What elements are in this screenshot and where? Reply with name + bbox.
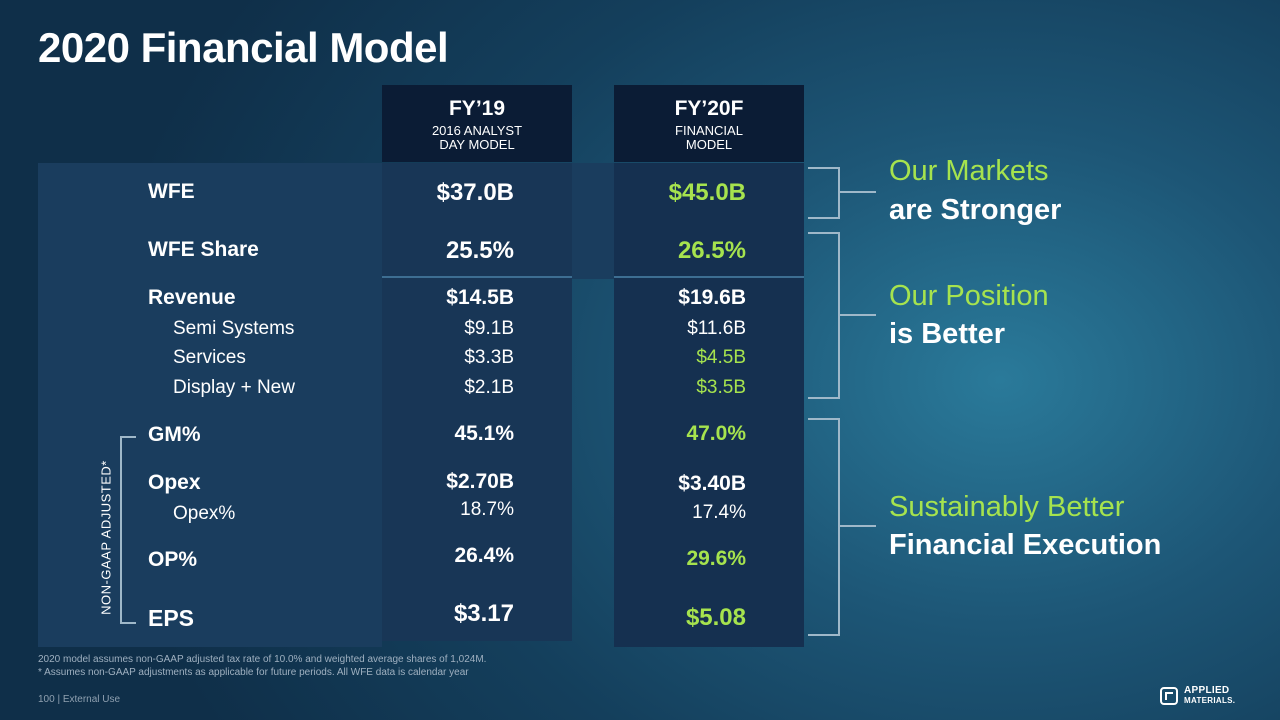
value-fy20f-services: $4.5B bbox=[696, 347, 746, 368]
row-label-eps: EPS bbox=[148, 605, 195, 631]
callout-position-subtitle: is Better bbox=[889, 318, 1006, 350]
callout-position-title: Our Position bbox=[889, 280, 1049, 312]
row-label-semi-systems: Semi Systems bbox=[173, 318, 295, 339]
column-header-title: FY’19 bbox=[448, 97, 506, 120]
logo-text-line-2: MATERIALS. bbox=[1184, 696, 1236, 705]
row-label-wfe-share: WFE Share bbox=[148, 238, 259, 261]
bracket-execution bbox=[808, 418, 840, 636]
table-label-panel bbox=[38, 163, 382, 647]
value-fy20f-wfe-share: 26.5% bbox=[677, 237, 746, 264]
value-fy19-wfe: $37.0B bbox=[436, 179, 514, 206]
column-fy19-panel bbox=[382, 163, 572, 641]
value-fy20f-wfe: $45.0B bbox=[668, 179, 746, 206]
value-fy19-op: 26.4% bbox=[454, 544, 514, 567]
non-gaap-bracket bbox=[120, 436, 136, 624]
non-gaap-label: NON-GAAP ADJUSTED* bbox=[98, 460, 114, 615]
row-label-display-new: Display + New bbox=[173, 377, 295, 398]
value-fy19-display-new: $2.1B bbox=[464, 377, 514, 398]
column-header-fy20f: FY’20F FINANCIAL MODEL bbox=[614, 85, 804, 162]
footnote-line-1: 2020 model assumes non-GAAP adjusted tax… bbox=[38, 654, 487, 665]
value-fy20f-gm: 47.0% bbox=[686, 422, 746, 445]
bracket-markets-tick bbox=[840, 191, 876, 193]
footnote-line-2: * Assumes non-GAAP adjustments as applic… bbox=[38, 667, 469, 678]
row-label-op: OP% bbox=[148, 548, 198, 571]
column-fy20f-panel bbox=[614, 163, 804, 647]
value-fy19-services: $3.3B bbox=[464, 347, 514, 368]
bracket-position-tick bbox=[840, 314, 876, 316]
value-fy19-opex-pct: 18.7% bbox=[460, 499, 514, 520]
callout-markets-title: Our Markets bbox=[889, 155, 1049, 187]
value-fy20f-revenue: $19.6B bbox=[678, 286, 746, 309]
logo-text-line-1: APPLIED bbox=[1184, 685, 1230, 696]
column-header-fy19: FY’19 2016 ANALYST DAY MODEL bbox=[382, 85, 572, 162]
logo-text: APPLIED MATERIALS. bbox=[1184, 686, 1235, 706]
value-fy19-wfe-share: 25.5% bbox=[445, 237, 514, 264]
row-label-services: Services bbox=[173, 347, 246, 368]
value-fy20f-display-new: $3.5B bbox=[696, 377, 746, 398]
table-top-band bbox=[572, 163, 614, 279]
callout-markets-subtitle: are Stronger bbox=[889, 194, 1062, 226]
value-fy19-opex: $2.70B bbox=[446, 470, 514, 493]
row-label-opex: Opex bbox=[148, 471, 201, 494]
logo-mark-icon bbox=[1160, 687, 1178, 705]
column-header-subtitle: DAY MODEL bbox=[439, 137, 515, 152]
value-fy20f-eps: $5.08 bbox=[685, 604, 746, 631]
page-title: 2020 Financial Model bbox=[38, 24, 449, 71]
bracket-position bbox=[808, 232, 840, 399]
value-fy20f-op: 29.6% bbox=[686, 547, 746, 570]
column-header-subtitle: 2016 ANALYST bbox=[431, 123, 523, 138]
value-fy19-eps: $3.17 bbox=[453, 600, 514, 627]
row-label-opex-pct: Opex% bbox=[173, 503, 236, 524]
row-label-wfe: WFE bbox=[148, 180, 195, 203]
bracket-execution-tick bbox=[840, 525, 876, 527]
company-logo: APPLIED MATERIALS. bbox=[1160, 686, 1235, 706]
row-divider bbox=[382, 276, 572, 278]
bracket-markets bbox=[808, 167, 840, 219]
row-label-gm: GM% bbox=[148, 423, 201, 446]
value-fy20f-semi-systems: $11.6B bbox=[687, 318, 746, 339]
row-label-revenue: Revenue bbox=[148, 286, 236, 309]
page-number: 100 | External Use bbox=[38, 694, 121, 705]
callout-execution-subtitle: Financial Execution bbox=[889, 529, 1162, 561]
value-fy19-gm: 45.1% bbox=[454, 422, 514, 445]
row-divider bbox=[614, 276, 804, 278]
value-fy19-revenue: $14.5B bbox=[446, 286, 514, 309]
value-fy19-semi-systems: $9.1B bbox=[464, 318, 514, 339]
column-header-subtitle: MODEL bbox=[685, 137, 733, 152]
callout-execution-title: Sustainably Better bbox=[889, 491, 1125, 523]
value-fy20f-opex-pct: 17.4% bbox=[692, 502, 746, 523]
column-header-subtitle: FINANCIAL bbox=[675, 123, 743, 138]
column-header-title: FY’20F bbox=[674, 97, 744, 120]
value-fy20f-opex: $3.40B bbox=[678, 472, 746, 495]
